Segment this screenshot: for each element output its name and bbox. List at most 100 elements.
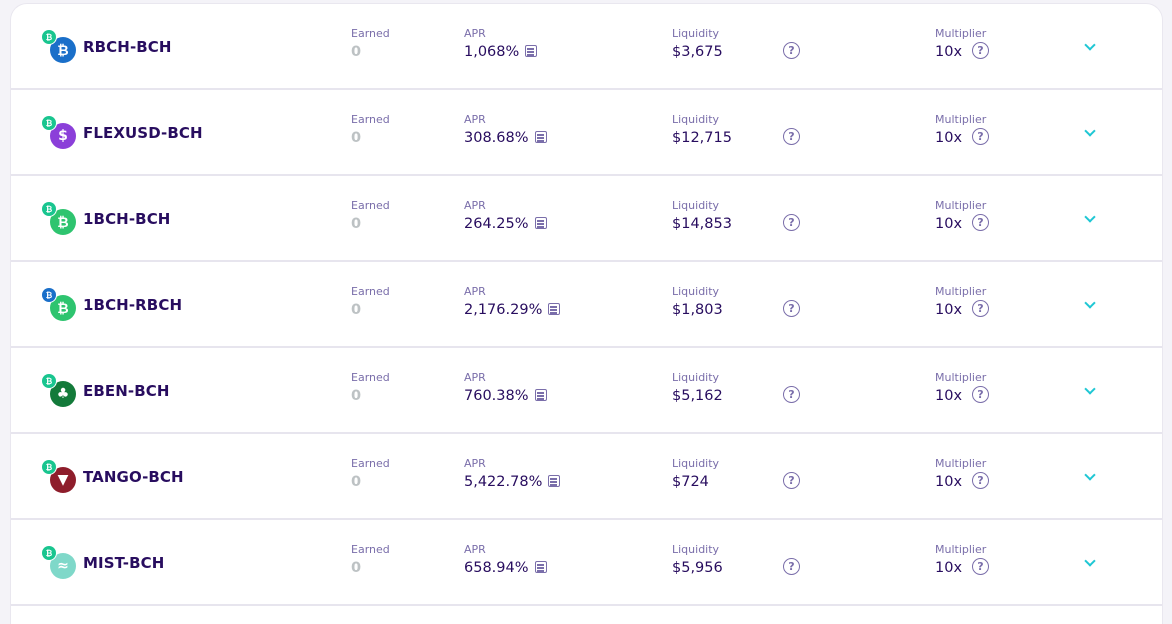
apr-label: APR [464, 543, 486, 556]
earned-value: 0 [351, 130, 362, 146]
multiplier-label: Multiplier [935, 199, 987, 212]
token-pair-icon: $ ₿ [42, 116, 76, 149]
bch-token-icon: ₿ [42, 116, 56, 130]
token-pair-icon: ≈ ₿ [42, 546, 76, 579]
earned-label: Earned [351, 285, 390, 298]
earned-value: 0 [351, 44, 362, 60]
farm-pair-name: EBEN-BCH [83, 382, 170, 400]
apr-value: 760.38% [464, 388, 529, 404]
chevron-down-icon[interactable] [1084, 555, 1096, 567]
bch-token-icon: ₿ [42, 288, 56, 302]
farm-row[interactable]: $ ₿ FLEXUSD-BCH Earned 0 APR 308.68% Liq… [11, 90, 1162, 176]
token-pair-icon: ▼ ₿ [42, 460, 76, 493]
apr-value: 264.25% [464, 216, 529, 232]
apr-value: 2,176.29% [464, 302, 543, 318]
multiplier-help-icon[interactable]: ? [972, 558, 989, 575]
liquidity-label: Liquidity [672, 543, 720, 556]
farm-pair-name: FLEXUSD-BCH [83, 124, 203, 142]
multiplier-help-icon[interactable]: ? [972, 128, 989, 145]
apr-label: APR [464, 113, 486, 126]
earned-value: 0 [351, 560, 362, 576]
multiplier-help-icon[interactable]: ? [972, 472, 989, 489]
apr-label: APR [464, 27, 486, 40]
chevron-down-icon[interactable] [1084, 211, 1096, 223]
apr-label: APR [464, 457, 486, 470]
multiplier-value: 10x [935, 302, 963, 318]
apr-label: APR [464, 199, 486, 212]
multiplier-help-icon[interactable]: ? [972, 386, 989, 403]
chevron-down-icon[interactable] [1084, 39, 1096, 51]
liquidity-help-icon[interactable]: ? [783, 128, 800, 145]
apr-value-wrap: 658.94% [464, 560, 547, 576]
liquidity-value: $724 [672, 474, 709, 490]
liquidity-value: $12,715 [672, 130, 732, 146]
apr-label: APR [464, 371, 486, 384]
calculator-icon[interactable] [534, 561, 547, 573]
multiplier-label: Multiplier [935, 113, 987, 126]
bch-token-icon: ₿ [42, 30, 56, 44]
liquidity-value: $1,803 [672, 302, 723, 318]
apr-value-wrap: 5,422.78% [464, 474, 561, 490]
calculator-icon[interactable] [534, 217, 547, 229]
calculator-icon[interactable] [534, 131, 547, 143]
multiplier-value: 10x [935, 44, 963, 60]
multiplier-help-icon[interactable]: ? [972, 42, 989, 59]
earned-label: Earned [351, 371, 390, 384]
farm-row[interactable]: ₿ ₿ 1BCH-BCH Earned 0 APR 264.25% Liquid… [11, 176, 1162, 262]
multiplier-help-icon[interactable]: ? [972, 214, 989, 231]
multiplier-value: 10x [935, 130, 963, 146]
farms-table: ₿ ₿ RBCH-BCH Earned 0 APR 1,068% Liquidi… [11, 4, 1162, 624]
liquidity-help-icon[interactable]: ? [783, 42, 800, 59]
liquidity-label: Liquidity [672, 457, 720, 470]
farm-row[interactable]: ▼ ₿ TANGO-BCH Earned 0 APR 5,422.78% Liq… [11, 434, 1162, 520]
calculator-icon[interactable] [548, 475, 561, 487]
token-pair-icon: ₿ ₿ [42, 202, 76, 235]
token-pair-icon: ₿ ₿ [42, 288, 76, 321]
liquidity-help-icon[interactable]: ? [783, 386, 800, 403]
chevron-down-icon[interactable] [1084, 383, 1096, 395]
multiplier-value: 10x [935, 560, 963, 576]
farm-pair-name: MIST-BCH [83, 554, 165, 572]
liquidity-value: $5,162 [672, 388, 723, 404]
apr-value-wrap: 760.38% [464, 388, 547, 404]
apr-value-wrap: 264.25% [464, 216, 547, 232]
liquidity-help-icon[interactable]: ? [783, 472, 800, 489]
bch-token-icon: ₿ [42, 374, 56, 388]
earned-label: Earned [351, 113, 390, 126]
apr-value-wrap: 2,176.29% [464, 302, 561, 318]
farm-row[interactable]: ≈ ₿ MIST-BCH Earned 0 APR 658.94% Liquid… [11, 520, 1162, 606]
apr-value: 5,422.78% [464, 474, 543, 490]
liquidity-label: Liquidity [672, 285, 720, 298]
earned-value: 0 [351, 302, 362, 318]
chevron-down-icon[interactable] [1084, 469, 1096, 481]
liquidity-help-icon[interactable]: ? [783, 300, 800, 317]
liquidity-label: Liquidity [672, 27, 720, 40]
earned-value: 0 [351, 474, 362, 490]
liquidity-help-icon[interactable]: ? [783, 558, 800, 575]
chevron-down-icon[interactable] [1084, 125, 1096, 137]
multiplier-label: Multiplier [935, 457, 987, 470]
multiplier-label: Multiplier [935, 285, 987, 298]
bch-token-icon: ₿ [42, 460, 56, 474]
apr-value: 658.94% [464, 560, 529, 576]
token-pair-icon: ₿ ₿ [42, 30, 76, 63]
farm-row[interactable]: ♣ ₿ EBEN-BCH Earned 0 APR 760.38% Liquid… [11, 348, 1162, 434]
apr-value-wrap: 1,068% [464, 44, 538, 60]
chevron-down-icon[interactable] [1084, 297, 1096, 309]
farm-pair-name: 1BCH-BCH [83, 210, 171, 228]
apr-label: APR [464, 285, 486, 298]
calculator-icon[interactable] [525, 45, 538, 57]
calculator-icon[interactable] [548, 303, 561, 315]
farm-pair-name: 1BCH-RBCH [83, 296, 183, 314]
multiplier-help-icon[interactable]: ? [972, 300, 989, 317]
multiplier-value: 10x [935, 216, 963, 232]
apr-value: 1,068% [464, 44, 520, 60]
liquidity-label: Liquidity [672, 113, 720, 126]
farm-row[interactable]: ₿ ₿ RBCH-BCH Earned 0 APR 1,068% Liquidi… [11, 4, 1162, 90]
liquidity-label: Liquidity [672, 371, 720, 384]
calculator-icon[interactable] [534, 389, 547, 401]
liquidity-help-icon[interactable]: ? [783, 214, 800, 231]
farm-row[interactable]: ₿ ₿ 1BCH-RBCH Earned 0 APR 2,176.29% Liq… [11, 262, 1162, 348]
earned-label: Earned [351, 199, 390, 212]
earned-label: Earned [351, 27, 390, 40]
